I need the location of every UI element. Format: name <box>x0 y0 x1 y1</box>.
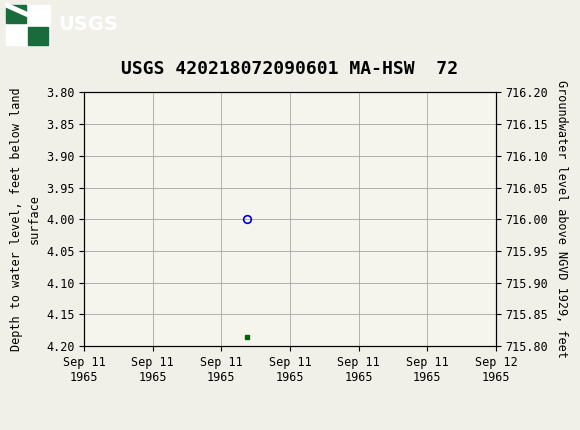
Bar <box>6 5 50 45</box>
Y-axis label: Depth to water level, feet below land
surface: Depth to water level, feet below land su… <box>10 87 41 351</box>
Bar <box>6 5 26 23</box>
Text: USGS 420218072090601 MA-HSW  72: USGS 420218072090601 MA-HSW 72 <box>121 60 459 78</box>
Y-axis label: Groundwater level above NGVD 1929, feet: Groundwater level above NGVD 1929, feet <box>555 80 568 358</box>
Polygon shape <box>6 3 50 27</box>
Bar <box>28 27 48 45</box>
Text: USGS: USGS <box>58 15 118 34</box>
